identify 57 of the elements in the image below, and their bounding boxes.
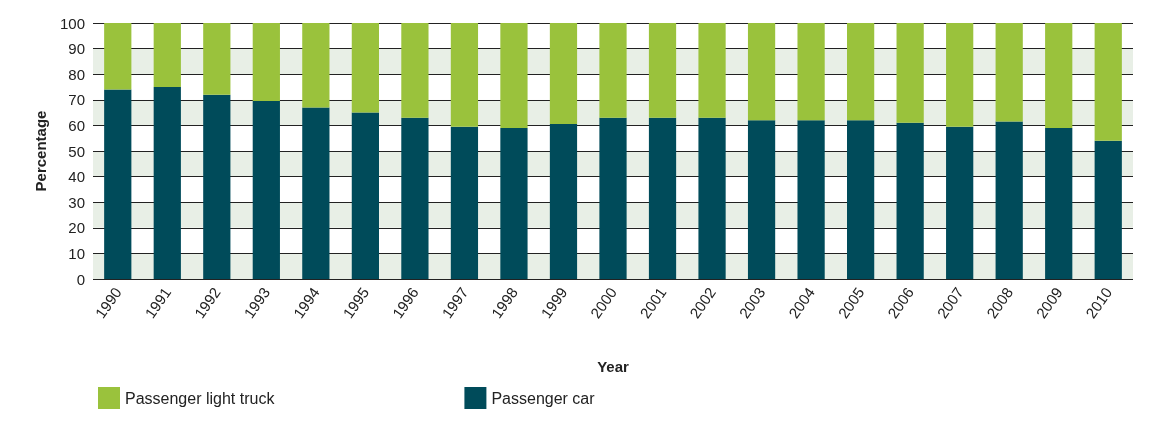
bar xyxy=(1045,127,1073,279)
y-tick-label: 0 xyxy=(76,270,85,288)
bar xyxy=(747,120,776,279)
bar xyxy=(302,107,330,279)
bar xyxy=(747,23,776,121)
bar xyxy=(401,117,429,279)
bar xyxy=(203,94,231,279)
x-axis-title: Year xyxy=(597,358,630,375)
bar xyxy=(1094,23,1122,141)
bar xyxy=(500,23,528,128)
y-tick-label: 100 xyxy=(59,14,85,32)
bar xyxy=(847,23,875,121)
bar xyxy=(401,23,429,118)
bar xyxy=(351,23,379,113)
y-tick-label: 50 xyxy=(68,142,85,160)
legend-label: Passenger light truck xyxy=(125,389,276,407)
bar xyxy=(698,23,726,118)
y-tick-label: 80 xyxy=(68,65,85,83)
bar xyxy=(153,87,181,279)
bar xyxy=(500,127,528,279)
bar xyxy=(549,23,578,125)
bar xyxy=(995,121,1023,279)
bar xyxy=(946,23,974,127)
bar xyxy=(896,122,924,279)
y-tick-label: 20 xyxy=(68,219,85,237)
y-axis-title: Percentage xyxy=(32,110,49,192)
bar xyxy=(450,23,479,127)
y-tick-label: 30 xyxy=(68,193,85,211)
bar xyxy=(648,117,677,279)
bar xyxy=(847,120,875,279)
y-tick-label: 70 xyxy=(68,91,85,109)
bar xyxy=(995,23,1023,122)
bar xyxy=(104,89,132,279)
legend-label: Passenger car xyxy=(491,389,596,407)
bar xyxy=(946,126,974,279)
bar xyxy=(252,101,280,279)
bar xyxy=(302,23,330,108)
y-tick-label: 90 xyxy=(68,40,85,58)
bar xyxy=(896,23,924,123)
bar xyxy=(797,23,825,121)
bar xyxy=(599,23,627,118)
bar xyxy=(797,120,825,279)
y-tick-label: 40 xyxy=(68,168,85,186)
bar xyxy=(549,124,578,279)
bar xyxy=(1045,23,1073,128)
bar xyxy=(450,126,479,279)
bar xyxy=(599,117,627,279)
y-tick-label: 60 xyxy=(68,116,85,134)
bar xyxy=(104,23,132,90)
bar xyxy=(153,23,181,87)
bar xyxy=(252,23,280,102)
y-tick-label: 10 xyxy=(68,244,85,262)
bar xyxy=(698,117,726,279)
bar xyxy=(351,112,379,279)
bar xyxy=(648,23,677,118)
bar xyxy=(203,23,231,95)
bar xyxy=(1094,140,1122,279)
